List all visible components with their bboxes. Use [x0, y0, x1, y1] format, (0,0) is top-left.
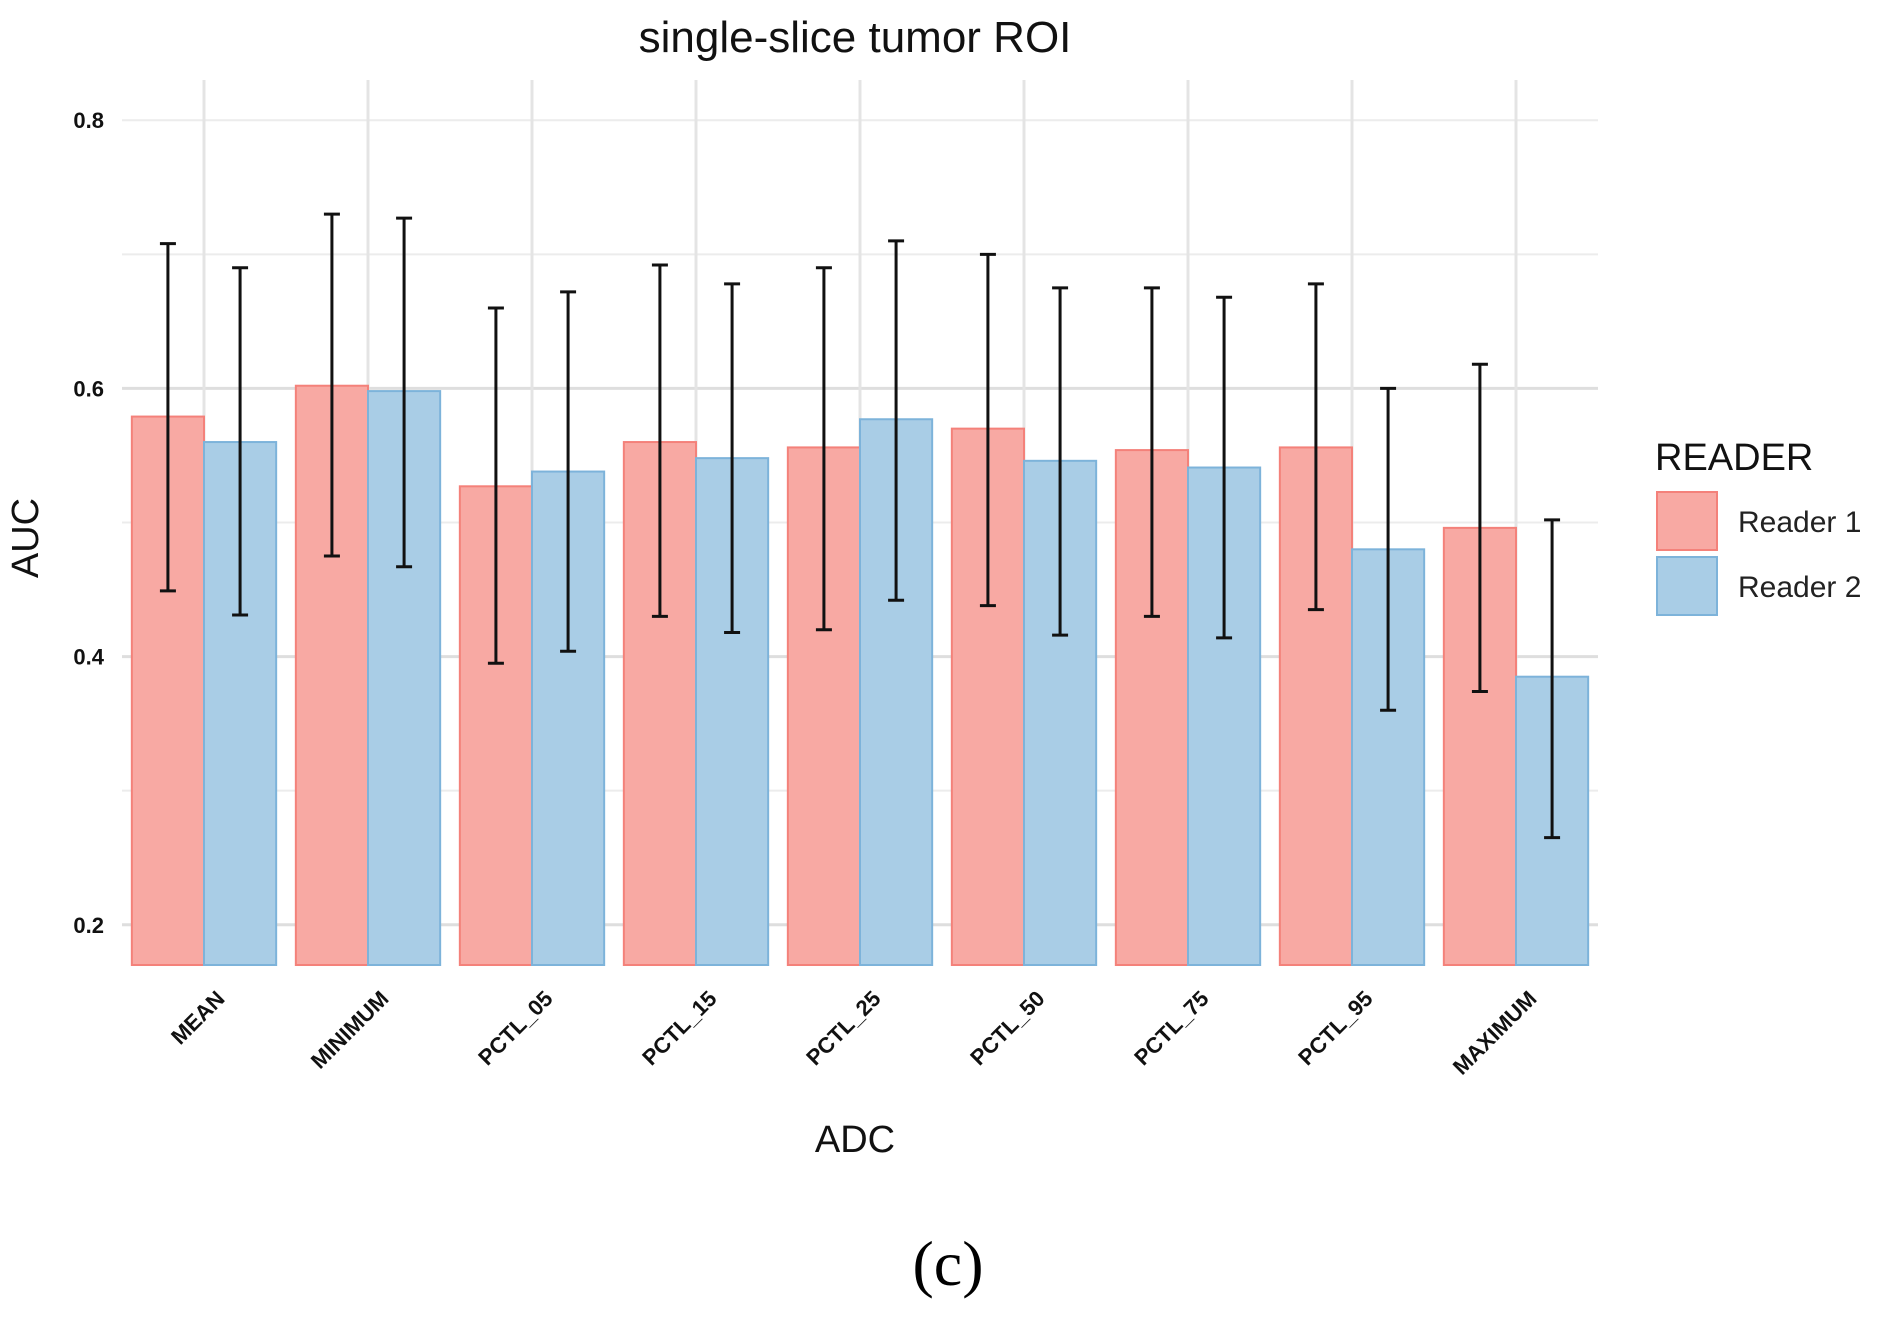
legend-swatch-reader-1: [1656, 491, 1718, 551]
y-axis-ticks: 0.2 0.4 0.6 0.8: [73, 108, 104, 938]
y-tick-label: 0.8: [73, 108, 104, 133]
bars-layer: [130, 384, 1590, 967]
x-tick-label: MEAN: [166, 986, 229, 1049]
x-tick-label: PCTL_75: [1129, 986, 1213, 1070]
legend-title: READER: [1655, 437, 1813, 479]
x-tick-label: MINIMUM: [306, 986, 394, 1074]
legend-swatch-reader-2: [1656, 556, 1718, 616]
legend: READER Reader 1 Reader 2: [1655, 437, 1861, 616]
figure-caption: (c): [912, 1228, 983, 1299]
x-tick-label: PCTL_95: [1293, 986, 1377, 1070]
bar-reader-1-mean: [130, 415, 205, 966]
y-tick-label: 0.4: [73, 645, 104, 670]
x-tick-label: PCTL_15: [637, 986, 721, 1070]
x-tick-label: MAXIMUM: [1448, 986, 1542, 1080]
legend-label-reader-1: Reader 1: [1738, 506, 1861, 539]
y-tick-label: 0.2: [73, 913, 104, 938]
x-tick-label: PCTL_25: [801, 986, 885, 1070]
y-axis-title: AUC: [5, 498, 47, 578]
x-axis-ticks: MEAN MINIMUM PCTL_05 PCTL_15 PCTL_25 PCTL_50 P…: [166, 986, 1541, 1080]
x-axis-title: ADC: [815, 1119, 895, 1161]
y-tick-label: 0.6: [73, 376, 104, 401]
x-tick-label: PCTL_05: [473, 986, 557, 1070]
legend-label-reader-2: Reader 2: [1738, 571, 1861, 604]
x-tick-label: PCTL_50: [965, 986, 1049, 1070]
bar-reader-1-pctl_05: [458, 485, 533, 966]
error-bars-layer: [159, 212, 1561, 840]
chart-title: single-slice tumor ROI: [639, 13, 1072, 62]
